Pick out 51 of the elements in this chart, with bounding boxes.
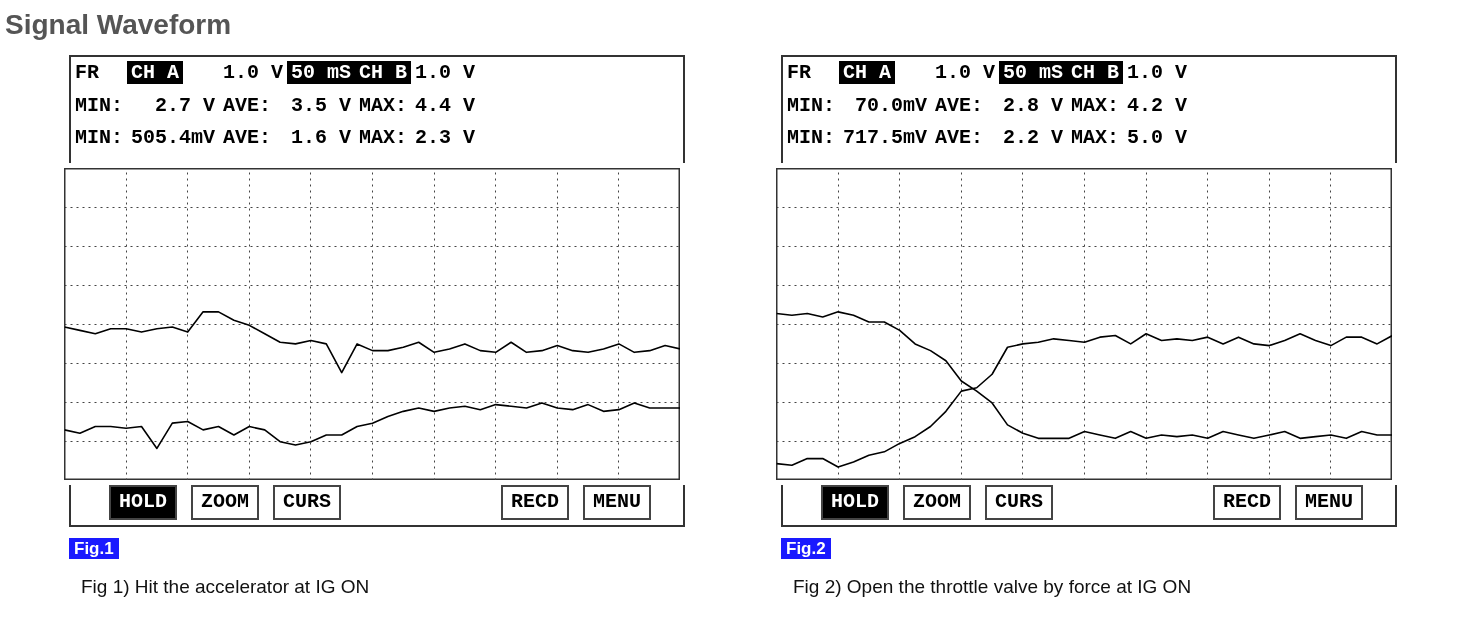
chart-title: Signal Waveform <box>5 9 232 40</box>
text: 5.0 V <box>1126 126 1189 150</box>
text: 1.0 V <box>934 61 997 84</box>
text: MIN: <box>786 126 836 150</box>
text: 1.0 V <box>414 61 477 84</box>
text: CURS <box>985 485 1054 520</box>
text: 2.7 V <box>154 93 217 117</box>
text: MAX: <box>1070 126 1121 150</box>
text: 3.5 V <box>290 93 353 117</box>
text: AVE: <box>222 126 273 150</box>
text: ZOOM <box>191 485 260 520</box>
text: 2.3 V <box>414 126 477 150</box>
text: AVE: <box>222 93 273 117</box>
caption: Fig.1 <box>69 538 119 559</box>
caption: Fig.2 <box>781 538 831 559</box>
text: MAX: <box>1070 93 1121 117</box>
text: 1.0 V <box>222 61 285 84</box>
text: AVE: <box>934 126 985 150</box>
text: 50 mS <box>287 61 356 84</box>
text: 50 mS <box>999 61 1068 84</box>
text: CH B <box>1067 61 1124 84</box>
text: MAX: <box>358 126 409 150</box>
text: AVE: <box>934 93 985 117</box>
text: MAX: <box>358 93 409 117</box>
caption: Fig 1) Hit the accelerator at IG ON <box>81 576 370 597</box>
text: CH A <box>127 61 184 84</box>
text: 2.2 V <box>1002 126 1065 150</box>
text: MIN: <box>786 93 836 117</box>
text: 70.0mV <box>854 93 929 117</box>
text: 1.6 V <box>290 126 353 150</box>
text: HOLD <box>821 485 890 520</box>
text: HOLD <box>109 485 178 520</box>
text: 717.5mV <box>842 126 929 150</box>
text: 505.4mV <box>130 126 217 150</box>
text: MENU <box>1295 485 1364 520</box>
text: ZOOM <box>903 485 972 520</box>
text: FR <box>74 61 100 84</box>
text: MIN: <box>74 93 124 117</box>
text: 2.8 V <box>1002 93 1065 117</box>
text: 4.2 V <box>1126 93 1189 117</box>
text: CH B <box>355 61 412 84</box>
text: 4.4 V <box>414 93 477 117</box>
text: FR <box>786 61 812 84</box>
text: RECD <box>1213 485 1282 520</box>
text: CURS <box>273 485 342 520</box>
text: MIN: <box>74 126 124 150</box>
text: 1.0 V <box>1126 61 1189 84</box>
text: CH A <box>839 61 896 84</box>
caption: Fig 2) Open the throttle valve by force at IG ON <box>793 576 1192 597</box>
text: RECD <box>501 485 570 520</box>
text: MENU <box>583 485 652 520</box>
